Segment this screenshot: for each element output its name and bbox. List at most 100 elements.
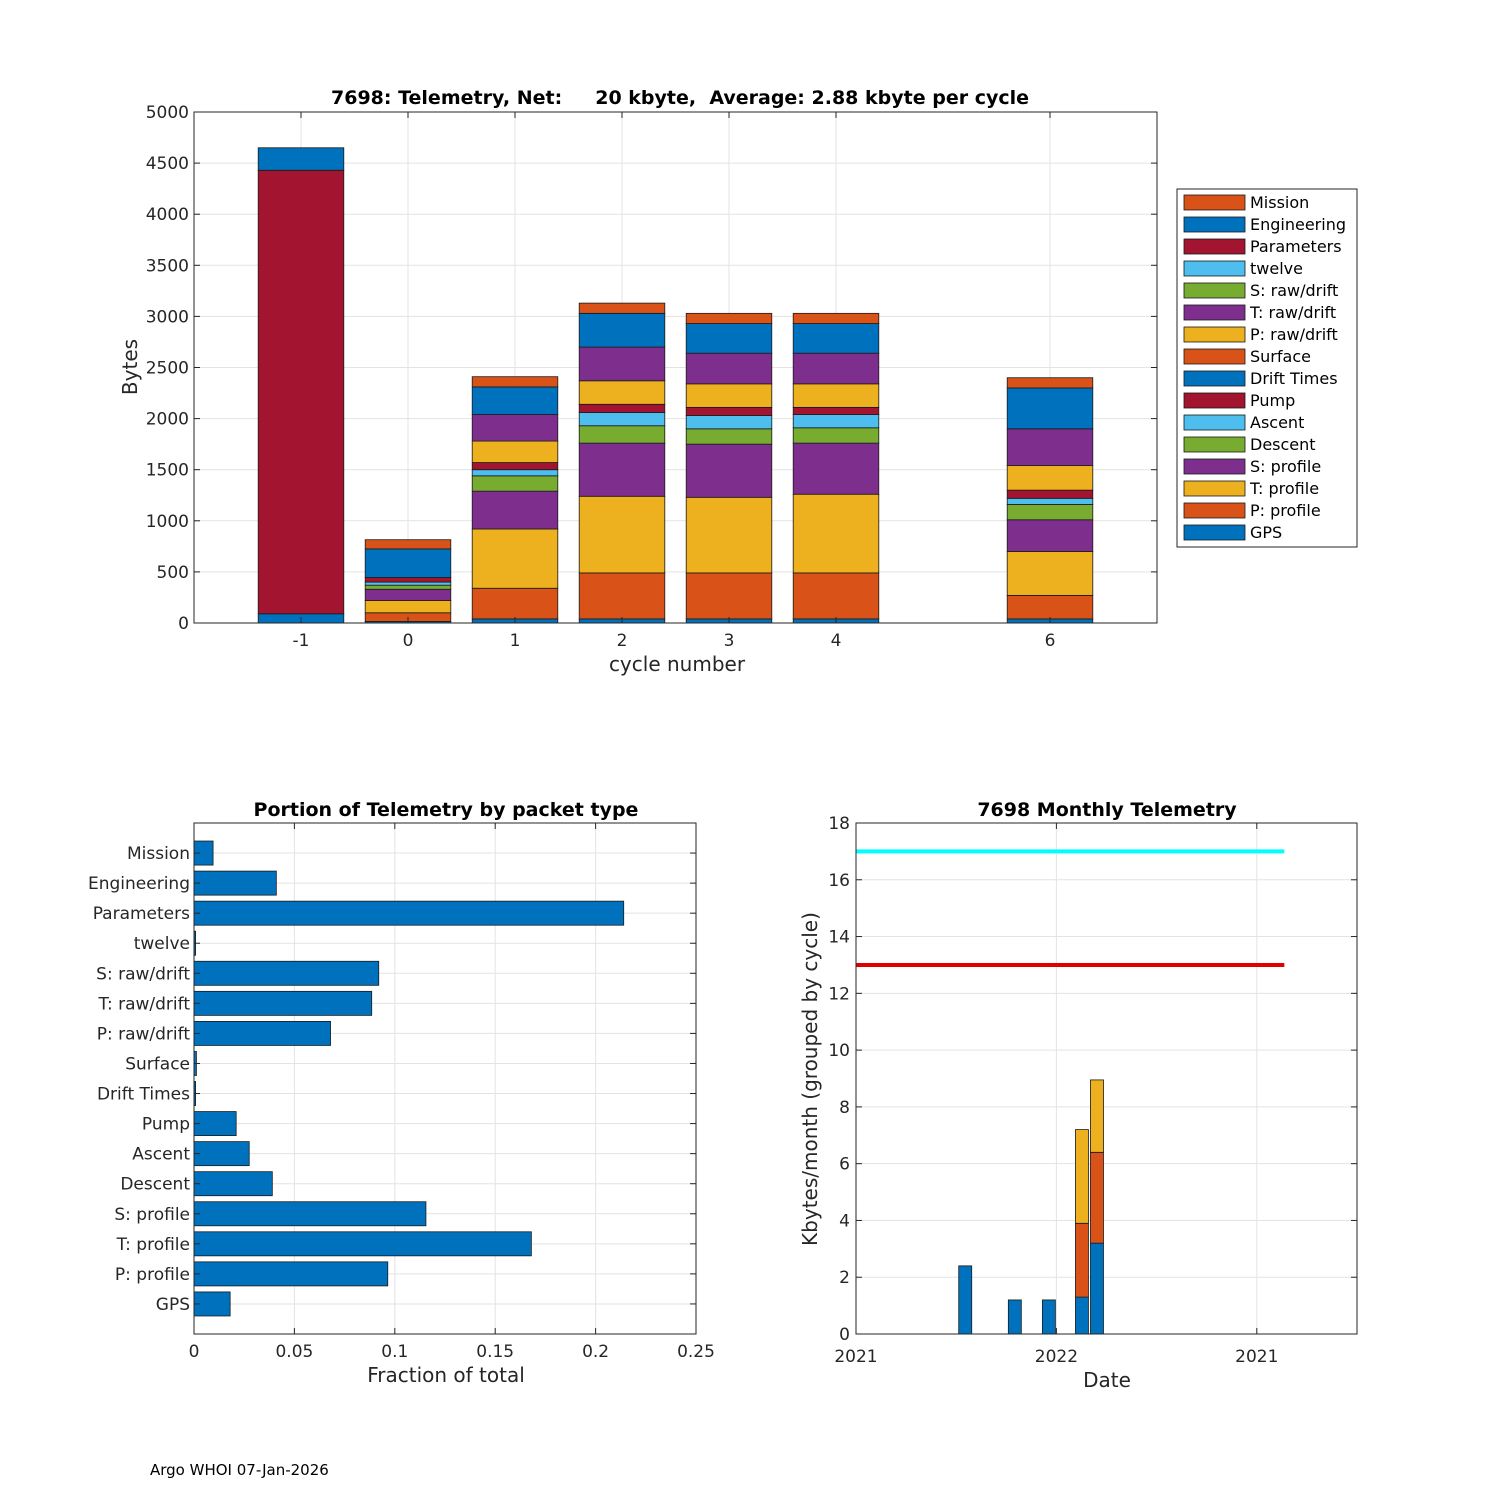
br-x-tick-label: 2021 (834, 1347, 877, 1367)
bl-y-tick-label: P: profile (115, 1265, 190, 1285)
legend-label: Drift Times (1250, 369, 1338, 388)
bar-segment-s-profile (1006, 519, 1094, 552)
bl-bars (193, 840, 625, 1317)
fraction-bar (193, 1201, 427, 1227)
bl-x-tick-label: 0.25 (677, 1342, 715, 1362)
bar-segment-engineering (257, 147, 345, 171)
br-y-tick-label: 6 (839, 1155, 850, 1175)
packet-fraction-chart: Mission Engineering Parameters twelve S: raw… (88, 799, 715, 1387)
bl-x-tick-label: 0.05 (275, 1342, 313, 1362)
br-x-tick-label: 2021 (1235, 1347, 1278, 1367)
legend-label: S: raw/drift (1250, 281, 1338, 300)
bar-segment-t-profile (578, 495, 666, 574)
bar-segment-descent (578, 425, 666, 444)
fraction-bar (193, 1141, 250, 1167)
top-x-tick-label: 3 (724, 631, 735, 651)
bl-plot-area (194, 823, 696, 1334)
fraction-bar (193, 1291, 231, 1317)
bar-segment-ascent (1006, 497, 1094, 505)
legend-label: Pump (1250, 391, 1295, 410)
fraction-bar (193, 1231, 532, 1257)
fraction-bar (193, 990, 373, 1016)
legend-swatch (1183, 414, 1246, 431)
bar-segment-s-profile (471, 490, 559, 530)
top-y-tick-label: 4000 (146, 205, 189, 225)
bar-segment-engineering (578, 312, 666, 348)
legend-swatch (1183, 348, 1246, 365)
legend-swatch (1183, 238, 1246, 255)
bar-segment-mission (685, 312, 773, 324)
bl-x-tick-label: 0.15 (476, 1342, 514, 1362)
legend-label: Ascent (1250, 413, 1304, 432)
top-y-tick-label: 2000 (146, 410, 189, 430)
br-y-tick-label: 18 (828, 814, 850, 834)
legend-label: Engineering (1250, 215, 1346, 234)
bl-y-tick-label: P: raw/drift (97, 1024, 191, 1044)
monthly-bar-segment (958, 1265, 973, 1335)
bar-segment-s-profile (685, 443, 773, 498)
bar-segment-engineering (685, 323, 773, 354)
top-stacked-bar-chart: 0 500 1000 1500 2000 2500 3000 3500 4000 4500 5000… (118, 87, 1358, 676)
legend-label: Mission (1250, 193, 1309, 212)
top-y-tick-label: 3500 (146, 256, 189, 276)
bar-segment-t-raw-drift (685, 352, 773, 385)
br-y-tick-label: 2 (839, 1268, 850, 1288)
fraction-bar (193, 960, 380, 986)
bar-segment-t-profile (685, 496, 773, 574)
br-y-axis-label: Kbytes/month (grouped by cycle) (798, 912, 822, 1246)
top-y-tick-label: 500 (157, 563, 189, 583)
br-y-tick-label: 14 (828, 928, 850, 948)
bar-segment-p-raw-drift (792, 383, 880, 408)
bar-segment-p-profile (471, 587, 559, 620)
top-y-tick-label: 5000 (146, 103, 189, 123)
top-x-tick-label: 2 (617, 631, 628, 651)
bar-segment-t-raw-drift (471, 414, 559, 442)
bl-chart-title: Portion of Telemetry by packet type (254, 799, 639, 821)
br-bars (958, 1079, 1104, 1335)
bar-segment-s-profile (578, 442, 666, 497)
legend-swatch (1183, 326, 1246, 343)
top-y-tick-label: 1000 (146, 512, 189, 532)
top-y-tick-label: 3000 (146, 307, 189, 327)
bl-y-tick-label: Parameters (93, 904, 190, 924)
footer-credit: Argo WHOI 07-Jan-2026 (150, 1461, 329, 1479)
bar-segment-engineering (471, 386, 559, 415)
bl-y-tick-label: T: profile (116, 1235, 190, 1255)
bl-y-tick-label: S: profile (114, 1205, 190, 1225)
legend-label: P: raw/drift (1250, 325, 1338, 344)
legend-swatch (1183, 436, 1246, 453)
bl-y-tick-label: Mission (127, 844, 190, 864)
bar-segment-mission (1006, 377, 1094, 389)
legend-label: Descent (1250, 435, 1316, 454)
top-y-ticks: 0 500 1000 1500 2000 2500 3000 3500 4000 4500 5000 (146, 103, 1157, 634)
bar-segment-t-profile (1006, 551, 1094, 596)
bl-y-tick-label: GPS (156, 1295, 190, 1315)
legend-label: GPS (1250, 523, 1282, 542)
bar-segment-ascent (792, 414, 880, 429)
legend-swatch (1183, 216, 1246, 233)
legend-label: S: profile (1250, 457, 1321, 476)
bar-segment-p-profile (1006, 595, 1094, 620)
bl-y-tick-label: Pump (142, 1115, 190, 1135)
bar-segment-s-raw-drift (364, 584, 452, 590)
top-x-tick-label: 4 (831, 631, 842, 651)
monthly-bar-segment (1090, 1151, 1104, 1244)
bar-segment-p-raw-drift (1006, 465, 1094, 491)
fraction-bar (193, 1020, 331, 1046)
bar-segment-p-raw-drift (364, 600, 452, 614)
bar-segment-mission (471, 376, 559, 388)
top-y-tick-label: 0 (178, 614, 189, 634)
bl-y-tick-label: Drift Times (97, 1085, 190, 1105)
br-lines (856, 849, 1285, 967)
bl-y-tick-label: Descent (120, 1175, 190, 1195)
fraction-bar (193, 900, 625, 926)
bl-y-ticks: Mission Engineering Parameters twelve S: raw… (88, 844, 696, 1315)
bar-segment-t-raw-drift (364, 588, 452, 601)
legend-label: T: profile (1249, 479, 1319, 498)
bar-segment-descent (685, 428, 773, 445)
br-plot-area (856, 823, 1357, 1334)
bar-segment-ascent (471, 469, 559, 477)
bar-segment-mission (364, 539, 452, 550)
bl-x-ticks: 0 0.05 0.1 0.15 0.2 0.25 (189, 823, 715, 1362)
br-x-tick-label: 2022 (1035, 1347, 1078, 1367)
